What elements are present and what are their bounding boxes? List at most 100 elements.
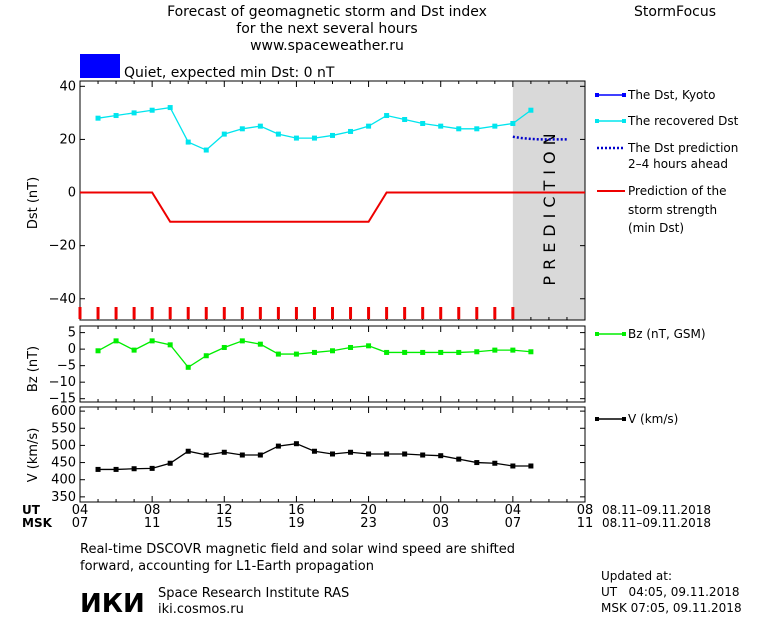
bz-series-0-point xyxy=(293,351,299,357)
legend-dst-kyoto-label: The Dst, Kyoto xyxy=(627,88,715,102)
v-series-0-point xyxy=(95,466,101,472)
dst-series-0-point xyxy=(492,123,498,129)
ut-tick-label: 04 xyxy=(505,503,522,518)
v-ytick-label: 500 xyxy=(51,438,76,453)
v-ytick-label: 400 xyxy=(51,473,76,488)
dst-series-0-point xyxy=(474,126,480,132)
dst-series-0-point xyxy=(131,110,137,116)
msk-tick-label: 07 xyxy=(505,516,522,531)
dst-series-0-point xyxy=(528,107,534,113)
legend-storm-label-3: (min Dst) xyxy=(628,221,684,235)
v-series-0-point xyxy=(185,448,191,454)
msk-tick-label: 23 xyxy=(360,516,377,531)
legend-dst-prediction-label-1: The Dst prediction xyxy=(627,141,738,155)
v-series-0-point xyxy=(510,463,516,469)
msk-tick-label: 15 xyxy=(216,516,233,531)
bz-series-0-point xyxy=(221,344,227,350)
dst-series-0-point xyxy=(293,135,299,141)
legend-dst-recovered: The recovered Dst xyxy=(595,114,739,128)
legend-storm-label-1: Prediction of the xyxy=(628,184,727,198)
legend-v: V (km/s) xyxy=(595,412,678,426)
bz-frame xyxy=(79,325,586,403)
v-series-0-point xyxy=(149,465,155,471)
institute-name: Space Research Institute RAS xyxy=(158,586,349,601)
dst-ytick-label: −20 xyxy=(49,239,76,254)
v-series-0-point xyxy=(275,443,281,449)
msk-axis-label: MSK xyxy=(22,516,53,530)
dst-series-0-point xyxy=(149,107,155,113)
v-ytick-label: 450 xyxy=(51,456,76,471)
v-series-0-point xyxy=(528,463,534,469)
legend-v-label: V (km/s) xyxy=(628,412,678,426)
bz-panel: 50 −5−10 −15 xyxy=(49,325,586,407)
legend-dst-recovered-label: The recovered Dst xyxy=(627,114,739,128)
msk-tick-label: 19 xyxy=(288,516,305,531)
dst-series-0-point xyxy=(239,126,245,132)
bz-series-0-point xyxy=(203,353,209,359)
dst-ytick-label: 20 xyxy=(59,132,76,147)
v-series-0-point xyxy=(293,441,299,447)
dst-series-0-point xyxy=(420,120,426,126)
updated-label: Updated at: xyxy=(601,569,672,583)
bz-series-0-point xyxy=(366,343,372,349)
prediction-label: PREDICTION xyxy=(540,127,559,285)
dst-series-0-point xyxy=(384,113,390,119)
date-range-ut: 08.11–09.11.2018 xyxy=(602,503,711,517)
bz-ytick-label: −15 xyxy=(49,392,76,407)
bz-series-0-point xyxy=(167,342,173,348)
bz-series-0-point xyxy=(510,347,516,353)
bz-series-0-point xyxy=(113,338,119,344)
v-series-0-point xyxy=(221,449,227,455)
bz-series-0-point xyxy=(474,349,480,355)
bz-ytick-label: −10 xyxy=(49,375,76,390)
ut-tick-label: 12 xyxy=(216,503,233,518)
ut-tick-label: 08 xyxy=(144,503,161,518)
dst-series-0-line xyxy=(97,106,532,151)
v-series-0-point xyxy=(239,452,245,458)
updated-msk: MSK 07:05, 09.11.2018 xyxy=(601,601,742,615)
updated-ut: UT 04:05, 09.11.2018 xyxy=(601,585,739,599)
bz-ytick-label: 0 xyxy=(68,342,76,357)
v-series-0-point xyxy=(203,452,209,458)
footer-note-line-1: Real-time DSCOVR magnetic field and sola… xyxy=(80,542,515,557)
ut-tick-label: 00 xyxy=(432,503,449,518)
dst-series-0-point xyxy=(95,115,101,121)
prediction-region xyxy=(512,81,585,320)
v-axis-label: V (km/s) xyxy=(26,428,41,483)
bz-series-0-point xyxy=(149,338,155,344)
dst-series-0-point xyxy=(348,128,354,134)
dst-ytick-label: −40 xyxy=(49,292,76,307)
dst-series-0-point xyxy=(438,123,444,129)
dst-series-0-point xyxy=(185,139,191,145)
v-series-0-point xyxy=(167,460,173,466)
dst-series-0-point xyxy=(366,123,372,129)
time-tick-labels: 04 08 12 16 20 00 04 08 07 11 15 19 23 03 07 11 xyxy=(72,503,594,531)
dst-ytick-label: 40 xyxy=(59,79,76,94)
institute-url: iki.cosmos.ru xyxy=(158,602,244,617)
bz-series-0-point xyxy=(275,351,281,357)
v-panel: 600 550 500 450 400 350 xyxy=(51,404,586,505)
bz-series-0-point xyxy=(95,348,101,354)
v-ytick-label: 600 xyxy=(51,404,76,419)
v-series-0-point xyxy=(402,451,408,457)
v-series-0-point xyxy=(492,460,498,466)
msk-tick-label: 07 xyxy=(72,516,89,531)
title-url: www.spaceweather.ru xyxy=(250,38,404,54)
v-series-0-point xyxy=(456,456,462,462)
v-series-0-point xyxy=(257,452,263,458)
bz-series-0-point xyxy=(330,348,335,354)
dst-series-0-point xyxy=(402,117,408,123)
v-series-0-point xyxy=(131,466,137,472)
v-series-0-point xyxy=(348,449,354,455)
dst-panel: PREDICTION 40 20 0 −20 −40 xyxy=(49,79,586,321)
legend-bz-label: Bz (nT, GSM) xyxy=(628,327,706,341)
bz-series-0-point xyxy=(311,349,317,355)
bz-series-0-point xyxy=(239,338,245,344)
msk-tick-label: 03 xyxy=(432,516,449,531)
dst-series-0-point xyxy=(221,131,227,137)
dst-axis-label: Dst (nT) xyxy=(26,177,41,229)
dst-series-0-point xyxy=(311,135,317,141)
dst-series-0-point xyxy=(330,132,335,138)
dst-series-0-point xyxy=(456,126,462,132)
